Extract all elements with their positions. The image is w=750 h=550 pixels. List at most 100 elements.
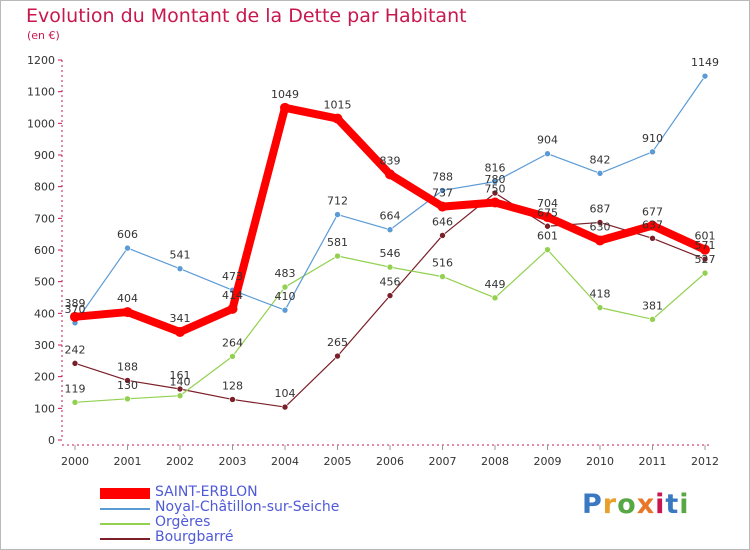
data-point-saint-erblon [437,201,448,212]
data-label-noyal: 910 [642,132,663,145]
data-label-bourgbarre: 265 [327,336,348,349]
data-point-saint-erblon [542,212,553,223]
data-point-saint-erblon [595,235,605,246]
data-label-orgeres: 527 [695,253,716,266]
data-label-saint-erblon: 414 [222,289,243,302]
data-label-noyal: 541 [170,249,191,262]
data-label-saint-erblon: 839 [380,154,401,167]
y-tick-label: 200 [34,371,55,384]
x-tick-label: 2009 [534,455,562,468]
y-tick-label: 500 [34,276,55,289]
data-point-bourgbarre [596,219,604,226]
y-tick-label: 600 [34,244,55,257]
y-tick-label: 800 [34,181,55,194]
x-tick-label: 2008 [481,455,509,468]
data-point-bourgbarre [701,255,709,263]
data-point-noyal [596,170,604,177]
data-label-saint-erblon: 389 [65,297,86,310]
data-point-orgeres [71,399,79,406]
data-label-bourgbarre: 646 [432,215,453,228]
x-tick-label: 2003 [219,455,247,468]
y-tick-label: 400 [34,307,55,320]
x-tick-label: 2002 [166,455,194,468]
y-tick-label: 0 [48,434,55,447]
legend-swatch-bourgbarre [100,538,150,540]
data-point-orgeres [596,304,604,311]
data-label-saint-erblon: 750 [485,183,506,196]
data-label-orgeres: 516 [432,257,453,270]
data-point-noyal [544,150,551,158]
data-point-bourgbarre [491,189,499,197]
data-point-noyal [176,265,184,272]
data-point-noyal [491,178,499,185]
proxiti-logo: Proxiti [582,489,690,520]
data-label-orgeres: 119 [65,382,86,395]
data-label-noyal: 664 [380,210,401,223]
data-label-orgeres: 140 [170,376,191,389]
data-point-orgeres [386,263,394,271]
y-tick-label: 700 [34,212,55,225]
data-point-bourgbarre [281,403,289,411]
data-label-bourgbarre: 687 [590,202,611,215]
data-point-orgeres [544,246,551,253]
data-label-orgeres: 418 [590,288,611,301]
data-point-saint-erblon [122,307,133,318]
data-point-orgeres [491,294,499,302]
x-tick-label: 2004 [271,455,299,468]
data-point-bourgbarre [386,292,394,299]
data-point-saint-erblon [647,220,658,231]
y-tick-label: 1100 [27,86,55,99]
y-tick-label: 100 [34,402,55,415]
data-point-noyal [334,211,341,218]
data-label-bourgbarre: 780 [485,173,506,186]
y-tick-label: 300 [34,339,55,352]
data-point-noyal [649,148,656,156]
data-label-noyal: 370 [65,303,86,316]
x-tick-label: 2001 [114,455,142,468]
data-point-saint-erblon [70,311,80,322]
data-label-saint-erblon: 630 [590,221,611,234]
data-point-saint-erblon [700,244,710,255]
data-label-bourgbarre: 188 [117,360,138,373]
data-point-bourgbarre [71,360,79,367]
legend-label-orgeres: Orgères [155,514,211,530]
data-label-orgeres: 546 [380,247,401,260]
data-point-noyal [281,306,289,314]
chart-title: Evolution du Montant de la Dette par Hab… [26,5,467,27]
data-point-saint-erblon [385,169,395,180]
data-label-bourgbarre: 104 [275,387,296,400]
data-label-noyal: 606 [117,228,138,241]
data-point-noyal [386,226,394,234]
data-label-orgeres: 581 [327,236,348,249]
y-tick-label: 1200 [27,54,55,67]
data-point-bourgbarre [649,234,656,242]
data-label-saint-erblon: 1049 [271,88,299,101]
data-point-orgeres [124,395,131,403]
data-label-orgeres: 381 [642,299,663,312]
data-label-saint-erblon: 704 [537,197,558,210]
legend-swatch-noyal [100,508,150,510]
data-label-bourgbarre: 637 [642,218,663,231]
data-point-saint-erblon [175,327,185,338]
data-label-orgeres: 130 [117,379,138,392]
data-point-bourgbarre [124,377,131,384]
data-label-bourgbarre: 571 [695,239,716,252]
data-label-orgeres: 601 [537,230,558,243]
data-label-noyal: 904 [537,134,558,147]
data-point-bourgbarre [439,232,446,239]
data-label-bourgbarre: 128 [222,379,243,392]
legend-label-saint-erblon: SAINT-ERBLON [155,484,258,500]
data-point-bourgbarre [176,385,184,393]
data-point-bourgbarre [334,352,341,360]
x-tick-label: 2000 [61,455,89,468]
data-point-noyal [701,72,709,80]
data-label-saint-erblon: 404 [117,292,138,305]
data-point-saint-erblon [490,197,500,208]
data-label-saint-erblon: 737 [432,187,453,200]
data-label-saint-erblon: 341 [170,312,191,325]
data-label-bourgbarre: 456 [380,276,401,289]
data-point-saint-erblon [227,303,238,314]
data-label-noyal: 473 [222,270,243,283]
data-point-noyal [124,244,131,252]
